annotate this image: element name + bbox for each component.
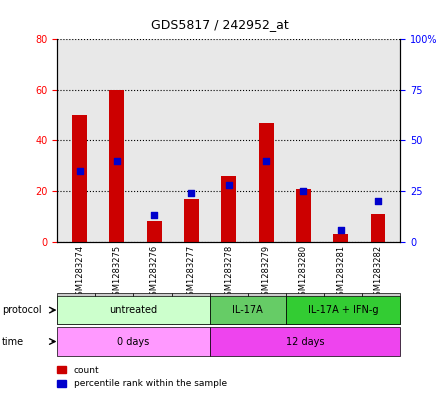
Text: GDS5817 / 242952_at: GDS5817 / 242952_at: [151, 18, 289, 31]
Bar: [296, 189, 311, 242]
Text: IL-17A: IL-17A: [232, 305, 263, 315]
Bar: [259, 123, 274, 242]
Legend: count, percentile rank within the sample: count, percentile rank within the sample: [57, 366, 227, 389]
Point: [114, 158, 121, 164]
Bar: [147, 221, 161, 242]
Bar: [370, 214, 385, 242]
Text: untreated: untreated: [110, 305, 158, 315]
Bar: [333, 234, 348, 242]
Point: [150, 212, 158, 219]
Point: [76, 168, 83, 174]
Point: [374, 198, 381, 204]
Bar: [110, 90, 125, 242]
Point: [188, 190, 195, 196]
Text: 0 days: 0 days: [117, 336, 150, 347]
Point: [263, 158, 270, 164]
Text: 12 days: 12 days: [286, 336, 324, 347]
Text: protocol: protocol: [2, 305, 42, 315]
Point: [337, 226, 344, 233]
Text: time: time: [2, 336, 24, 347]
Text: IL-17A + IFN-g: IL-17A + IFN-g: [308, 305, 378, 315]
Point: [225, 182, 232, 188]
Bar: [72, 115, 87, 242]
Bar: [184, 199, 199, 242]
Bar: [221, 176, 236, 242]
Point: [300, 188, 307, 194]
